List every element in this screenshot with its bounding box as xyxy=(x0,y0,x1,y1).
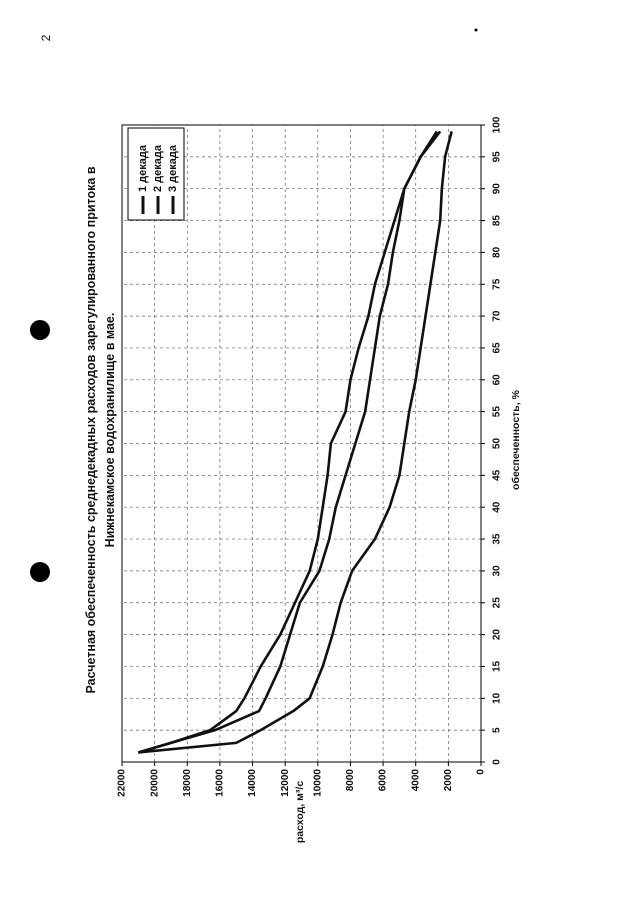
x-tick-label: 0 xyxy=(492,759,503,765)
y-tick-label: 8000 xyxy=(345,769,356,792)
legend-label: 3 декада xyxy=(167,144,179,192)
y-tick-label: 14000 xyxy=(247,769,258,797)
line xyxy=(138,131,453,754)
x-tick-label: 45 xyxy=(492,469,503,481)
y-tick-label: 6000 xyxy=(378,769,389,792)
x-tick-label: 65 xyxy=(492,342,503,354)
line xyxy=(137,130,442,754)
speck xyxy=(474,28,478,32)
legend-label: 1 декада xyxy=(137,144,149,192)
punch-hole xyxy=(30,320,50,340)
y-tick-label: 12000 xyxy=(280,769,291,797)
y-tick-label: 4000 xyxy=(410,769,421,792)
legend-label: 2 декада xyxy=(152,144,164,192)
y-tick-label: 16000 xyxy=(215,769,226,797)
x-tick-label: 20 xyxy=(492,629,503,641)
x-axis-title: обеспеченность, % xyxy=(510,389,522,490)
x-tick-label: 95 xyxy=(492,151,503,163)
x-tick-label: 100 xyxy=(492,116,503,133)
line xyxy=(137,130,439,754)
y-tick-label: 22000 xyxy=(117,769,128,797)
chart-title: Нижнекамское водохранилище в мае. xyxy=(103,313,117,548)
x-tick-label: 60 xyxy=(492,374,503,386)
x-tick-label: 30 xyxy=(492,565,503,577)
page-number: 2 xyxy=(39,34,53,41)
x-tick-label: 5 xyxy=(492,727,503,733)
chart-title: Расчетная обеспеченность среднедекадных … xyxy=(84,166,98,693)
x-tick-label: 80 xyxy=(492,246,503,258)
x-tick-label: 55 xyxy=(492,406,503,418)
x-tick-label: 75 xyxy=(492,278,503,290)
x-tick-label: 90 xyxy=(492,183,503,195)
y-tick-label: 10000 xyxy=(312,769,323,797)
x-tick-label: 15 xyxy=(492,660,503,672)
y-tick-label: 20000 xyxy=(149,769,160,797)
x-tick-label: 35 xyxy=(492,533,503,545)
punch-hole xyxy=(30,562,50,582)
y-axis-title: расход, м³/с xyxy=(294,781,306,843)
x-tick-label: 50 xyxy=(492,438,503,450)
y-tick-label: 0 xyxy=(476,769,487,775)
x-tick-label: 70 xyxy=(492,310,503,322)
x-tick-label: 40 xyxy=(492,501,503,513)
chart: Расчетная обеспеченность среднедекадных … xyxy=(84,116,522,843)
plot-frame xyxy=(121,124,482,763)
x-tick-label: 25 xyxy=(492,597,503,609)
x-tick-label: 10 xyxy=(492,692,503,704)
y-tick-label: 2000 xyxy=(443,769,454,792)
x-tick-label: 85 xyxy=(492,215,503,227)
y-tick-label: 18000 xyxy=(182,769,193,797)
